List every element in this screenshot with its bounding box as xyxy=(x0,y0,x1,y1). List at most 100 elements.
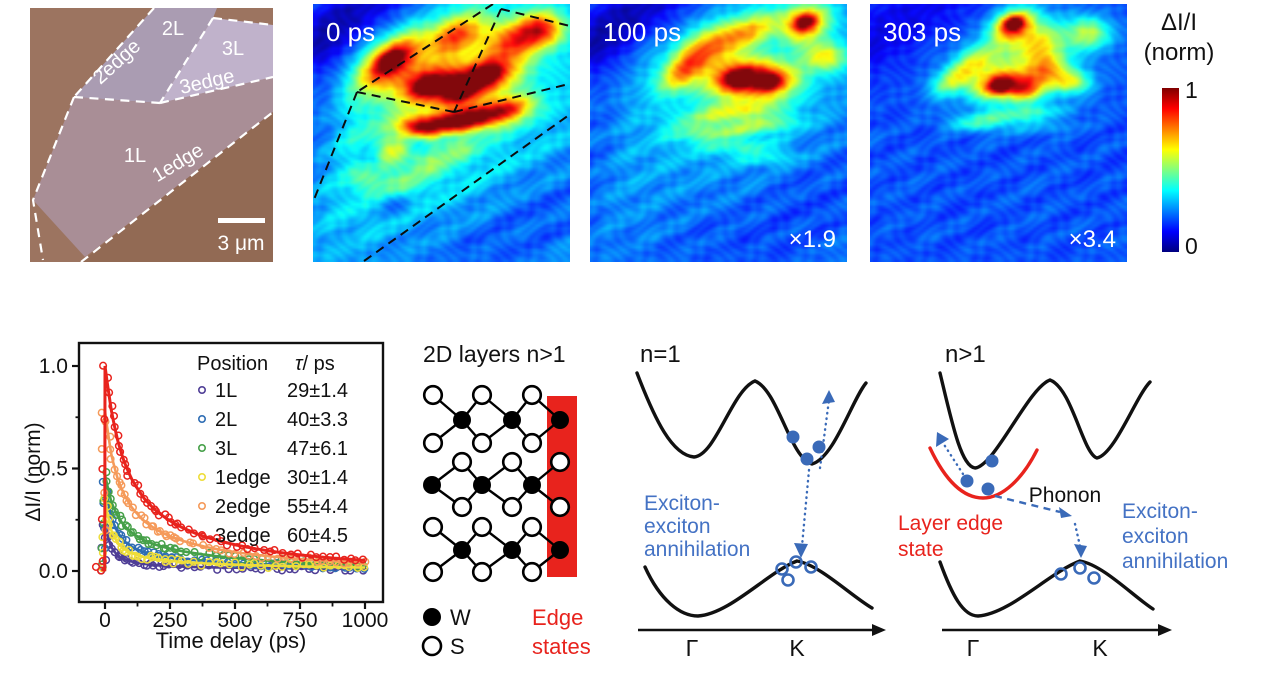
s-atom xyxy=(451,496,473,518)
s-atom xyxy=(549,451,571,473)
w-atom xyxy=(503,411,521,429)
legend-tau-2edge: 55±4.4 xyxy=(287,496,348,518)
heatmap-panel-100ps: 100 ps ×1.9 xyxy=(590,4,847,262)
legend-tau-3L: 47±6.1 xyxy=(287,438,348,460)
s-atom xyxy=(471,432,493,454)
colorbar xyxy=(1162,88,1179,252)
time-label-303ps: 303 ps xyxy=(883,17,962,47)
conduction-band xyxy=(938,371,1152,470)
legend-tau-2L: 40±3.3 xyxy=(287,409,348,431)
label-2l: 2L xyxy=(162,18,184,40)
hole-circles xyxy=(1054,561,1101,585)
multiplier-100ps: ×1.9 xyxy=(788,226,836,253)
layer-edge-state-band xyxy=(928,446,1039,500)
s-atom xyxy=(471,516,493,538)
heatmap-image-0ps xyxy=(313,4,570,262)
atom-lattice xyxy=(422,384,571,583)
y-tick-label: 1.0 xyxy=(39,355,68,378)
legend-name-3edge: 3edge xyxy=(215,525,271,547)
scale-bar-label: 3 μm xyxy=(217,232,264,255)
up-left-arrowhead-icon xyxy=(936,432,949,447)
w-atom xyxy=(523,476,541,494)
n2-annihilation-line1: Exciton- xyxy=(1122,500,1198,523)
down-arrowhead-icon xyxy=(1074,544,1087,558)
x-tick-label: 1000 xyxy=(342,609,389,632)
multiplier-303ps: ×3.4 xyxy=(1068,226,1116,253)
crystal-structure-panel: 2D layers n>1 W S Edge states xyxy=(421,341,591,659)
s-atom xyxy=(521,384,543,406)
legend-name-1edge: 1edge xyxy=(215,467,271,489)
n2-annihilation-line3: annihilation xyxy=(1122,550,1228,573)
down-arrowhead-icon xyxy=(794,543,808,558)
axis-arrowhead-icon xyxy=(872,624,886,636)
s-atom-legend-icon xyxy=(421,635,443,657)
s-atom xyxy=(422,516,444,538)
gamma-point-label: Γ xyxy=(686,635,699,661)
s-atom xyxy=(501,496,523,518)
dashed-arrowhead-icon xyxy=(1059,507,1072,518)
diagram-n2-title: n>1 xyxy=(945,341,986,368)
s-atom xyxy=(471,561,493,583)
legend-name-2L: 2L xyxy=(215,409,237,431)
colorbar-tick-max: 1 xyxy=(1185,77,1198,103)
series-markers-3edge xyxy=(91,361,367,575)
n1-annihilation-line1: Exciton- xyxy=(644,492,720,515)
s-atom xyxy=(422,432,444,454)
scale-bar xyxy=(218,218,265,223)
electron-dots xyxy=(960,454,999,496)
legend-marker-2L xyxy=(198,415,207,424)
legend-name-2edge: 2edge xyxy=(215,496,271,518)
s-atom xyxy=(521,561,543,583)
w-atom xyxy=(423,476,441,494)
region-3l xyxy=(160,18,273,103)
heatmap-image-100ps xyxy=(590,4,847,262)
up-arrowhead-icon xyxy=(822,390,835,404)
region-2l xyxy=(74,8,217,103)
heatmap-panel-0ps: 0 ps xyxy=(313,4,570,262)
x-tick-label: 500 xyxy=(217,609,252,632)
w-atom xyxy=(551,411,569,429)
legend-marker-3edge xyxy=(198,531,207,540)
legend-tau-1L: 29±1.4 xyxy=(287,380,348,402)
legend-tau-3edge: 60±4.5 xyxy=(287,525,348,547)
s-atom xyxy=(549,496,571,518)
region-1l xyxy=(33,77,273,257)
legend-header-position: Position xyxy=(197,353,268,375)
s-atom xyxy=(451,451,473,473)
w-atom xyxy=(551,541,569,559)
plot-frame xyxy=(77,341,385,604)
legend-marker-1edge xyxy=(198,473,207,482)
colorbar-title-line1: ΔI/I xyxy=(1160,9,1198,36)
s-atom xyxy=(422,561,444,583)
legend-name-1L: 1L xyxy=(215,380,237,402)
w-atom xyxy=(473,476,491,494)
label-3l: 3L xyxy=(222,38,244,60)
w-atom xyxy=(503,541,521,559)
s-atom xyxy=(501,451,523,473)
label-1l: 1L xyxy=(124,145,146,167)
w-atom xyxy=(453,541,471,559)
colorbar-tick-min: 0 xyxy=(1185,233,1198,259)
s-atom xyxy=(521,432,543,454)
conduction-band xyxy=(635,371,868,466)
legend: Position τ/ ps 1L 29±1.4 2L 40±3.3 3L 47±6.1 1ed… xyxy=(197,353,348,547)
n2-annihilation-line2: exciton xyxy=(1122,525,1189,548)
time-label-0ps: 0 ps xyxy=(326,17,376,47)
w-atom xyxy=(453,411,471,429)
n1-annihilation-line3: annihilation xyxy=(644,538,750,561)
x-tick-label: 250 xyxy=(152,609,187,632)
diagram-n1-title: n=1 xyxy=(640,341,681,368)
legend-marker-3L xyxy=(198,444,207,453)
legend-marker-2edge xyxy=(198,502,207,511)
s-atom xyxy=(471,384,493,406)
y-tick-label: 0.0 xyxy=(39,560,68,583)
layer-edge-state-label-line1: Layer edge xyxy=(898,512,1003,535)
x-tick-label: 750 xyxy=(282,609,317,632)
valence-band xyxy=(643,559,874,618)
heatmap-image-303ps xyxy=(870,4,1127,262)
crystal-title: 2D layers n>1 xyxy=(423,341,566,367)
flake-boundaries xyxy=(31,8,273,262)
x-axis-label: Time delay (ps) xyxy=(156,628,307,653)
s-atom-legend-label: S xyxy=(450,634,465,659)
band-diagram-n-gt-1: n>1 Phonon Layer edge state Exciton- exc… xyxy=(898,341,1228,661)
